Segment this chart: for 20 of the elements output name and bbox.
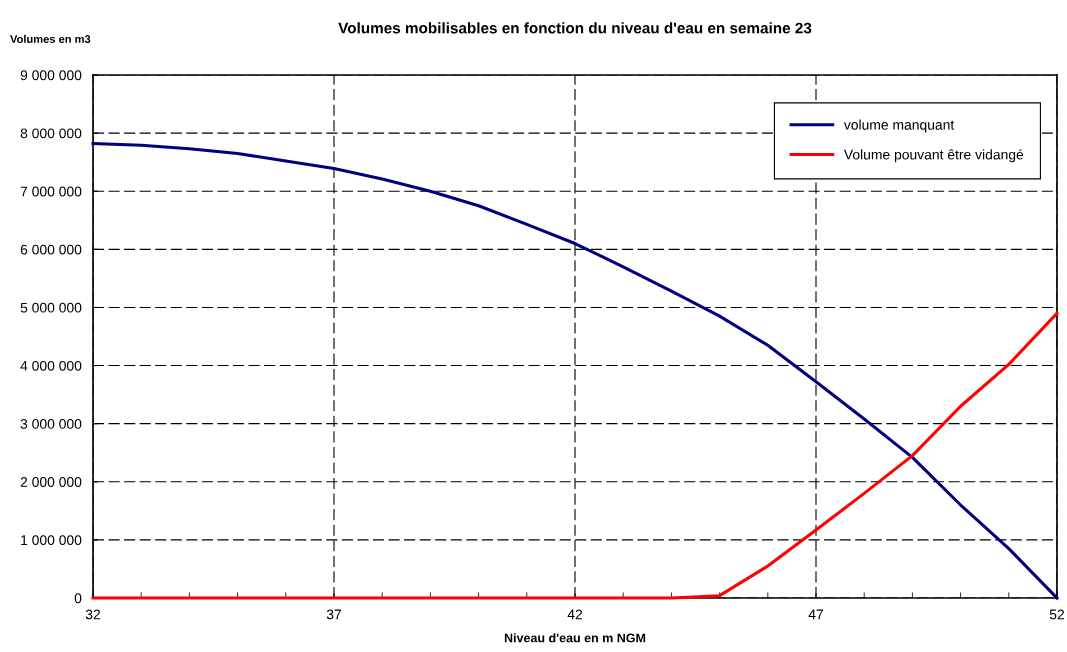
y-axis-title: Volumes en m3 [10, 34, 91, 43]
y-tick-label: 1 000 000 [21, 535, 82, 546]
y-tick-label: 3 000 000 [20, 419, 82, 429]
y-tick-label: 9 000 000 [20, 70, 82, 81]
y-tick-label: 2 000 000 [20, 477, 82, 487]
x-tick-label: 47 [808, 609, 824, 620]
x-tick-label: 52 [1049, 609, 1065, 620]
y-tick-label: 4 000 000 [20, 360, 82, 371]
legend-label: volume manquant [843, 119, 955, 133]
y-tick-label: 5 000 000 [20, 302, 82, 313]
x-tick-label: 42 [567, 609, 583, 620]
y-tick-label: 0 [74, 593, 82, 604]
y-tick-label: 8 000 000 [20, 128, 82, 139]
chart-title: Volumes mobilisables en fonction du niveau d'eau en semaine 23 [338, 22, 812, 34]
x-tick-label: 32 [85, 609, 101, 620]
x-axis-title: Niveau d'eau en m NGM [504, 633, 646, 643]
x-tick-label: 37 [326, 609, 342, 620]
y-tick-label: 6 000 000 [20, 244, 82, 255]
y-tick-label: 7 000 000 [20, 186, 82, 197]
legend-label: Volume pouvant être vidangé [843, 149, 1024, 163]
